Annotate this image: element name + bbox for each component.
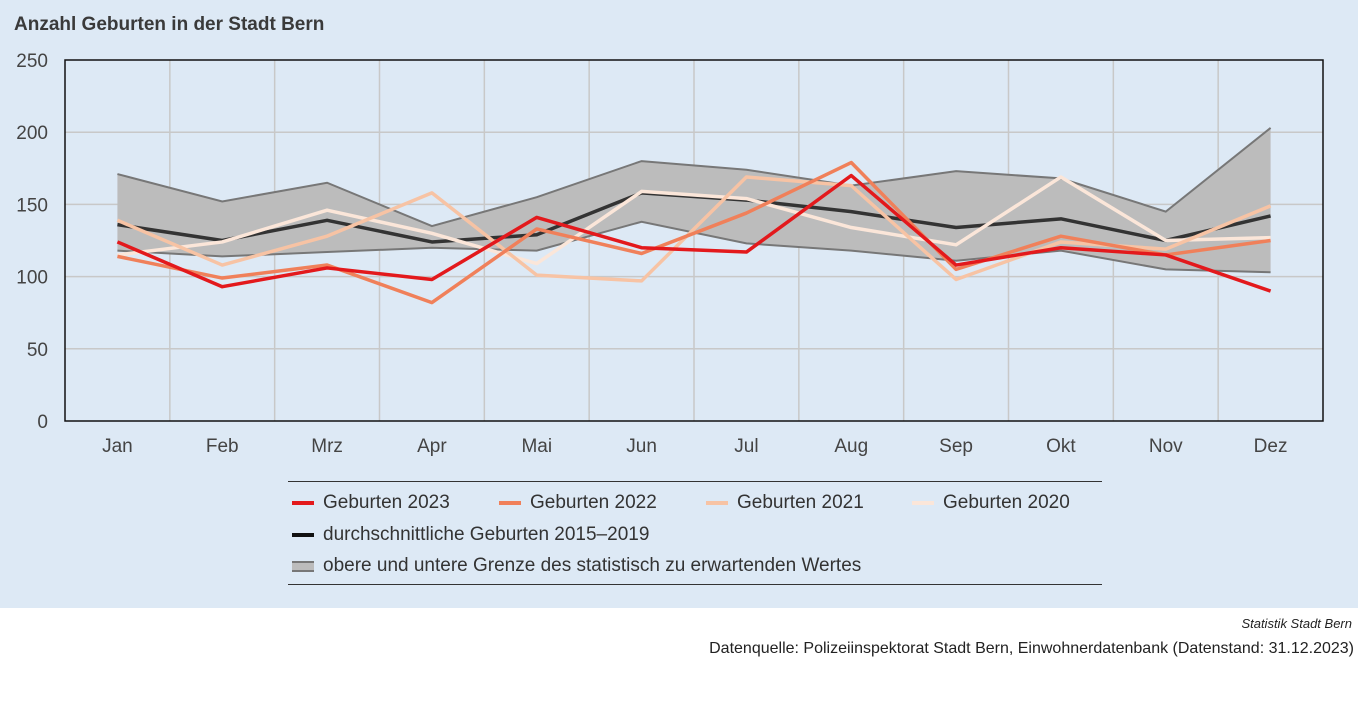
x-tick-label: Aug xyxy=(834,436,868,457)
chart-panel: Anzahl Geburten in der Stadt Bern 0 50 100… xyxy=(0,0,1358,608)
series-line-geburten-2023 xyxy=(116,173,1272,293)
x-tick-label: Sep xyxy=(939,436,973,457)
series-line-geburten-2022 xyxy=(117,160,1271,305)
x-tick-label: Jan xyxy=(102,436,133,457)
x-tick-label: Apr xyxy=(417,436,447,457)
legend-item-average: durchschnittliche Geburten 2015–2019 xyxy=(292,524,649,546)
y-tick-label: 200 xyxy=(16,123,48,144)
y-tick-label: 250 xyxy=(16,51,48,72)
x-tick-label: Dez xyxy=(1254,436,1288,457)
x-tick-label: Jul xyxy=(734,436,758,457)
x-tick-label: Nov xyxy=(1149,436,1183,457)
legend-item-band: obere und untere Grenze des statistisch … xyxy=(292,555,861,577)
legend-label-band: obere und untere Grenze des statistisch … xyxy=(323,555,862,576)
legend-item-2022: Geburten 2022 xyxy=(499,492,657,514)
y-tick-label: 50 xyxy=(27,340,48,361)
legend-item-2020: Geburten 2020 xyxy=(912,492,1070,514)
legend-label-average: durchschnittliche Geburten 2015–2019 xyxy=(323,524,650,545)
legend-label-2023: Geburten 2023 xyxy=(323,492,450,513)
legend-swatch-2021 xyxy=(706,501,728,505)
x-tick-label: Okt xyxy=(1046,436,1076,457)
legend-swatch-2022 xyxy=(499,501,521,505)
legend-swatch-2023 xyxy=(292,501,314,505)
legend-label-2020: Geburten 2020 xyxy=(943,492,1070,513)
x-tick-label: Mrz xyxy=(311,436,343,457)
legend-item-2023: Geburten 2023 xyxy=(292,492,450,514)
source-organization: Statistik Stadt Bern xyxy=(1241,616,1352,631)
legend-swatch-2020 xyxy=(912,501,934,505)
x-tick-label: Jun xyxy=(626,436,657,457)
plot-frame xyxy=(64,59,1324,422)
line-chart: 0 50 100 150 200 250 Jan Feb Mrz Apr Mai Jun Jul Aug S… xyxy=(16,51,1324,457)
legend-swatch-band xyxy=(292,560,314,572)
legend-swatch-average xyxy=(292,533,314,537)
series-line-geburten-2020 xyxy=(117,175,1271,266)
y-tick-label: 0 xyxy=(37,412,48,433)
data-source-note: Datenquelle: Polizeiinspektorat Stadt Be… xyxy=(709,640,1354,657)
legend-label-2022: Geburten 2022 xyxy=(530,492,657,513)
y-tick-label: 150 xyxy=(16,195,48,216)
x-tick-label: Mai xyxy=(521,436,552,457)
legend-label-2021: Geburten 2021 xyxy=(737,492,864,513)
x-tick-label: Feb xyxy=(206,436,239,457)
y-tick-label: 100 xyxy=(16,268,48,289)
series-line-geburten-2021 xyxy=(116,175,1272,283)
band-upper-edge xyxy=(117,127,1272,228)
chart-title: Anzahl Geburten in der Stadt Bern xyxy=(14,14,325,35)
legend-item-2021: Geburten 2021 xyxy=(706,492,864,514)
legend: Geburten 2023 Geburten 2022 Geburten 202… xyxy=(288,481,1102,585)
